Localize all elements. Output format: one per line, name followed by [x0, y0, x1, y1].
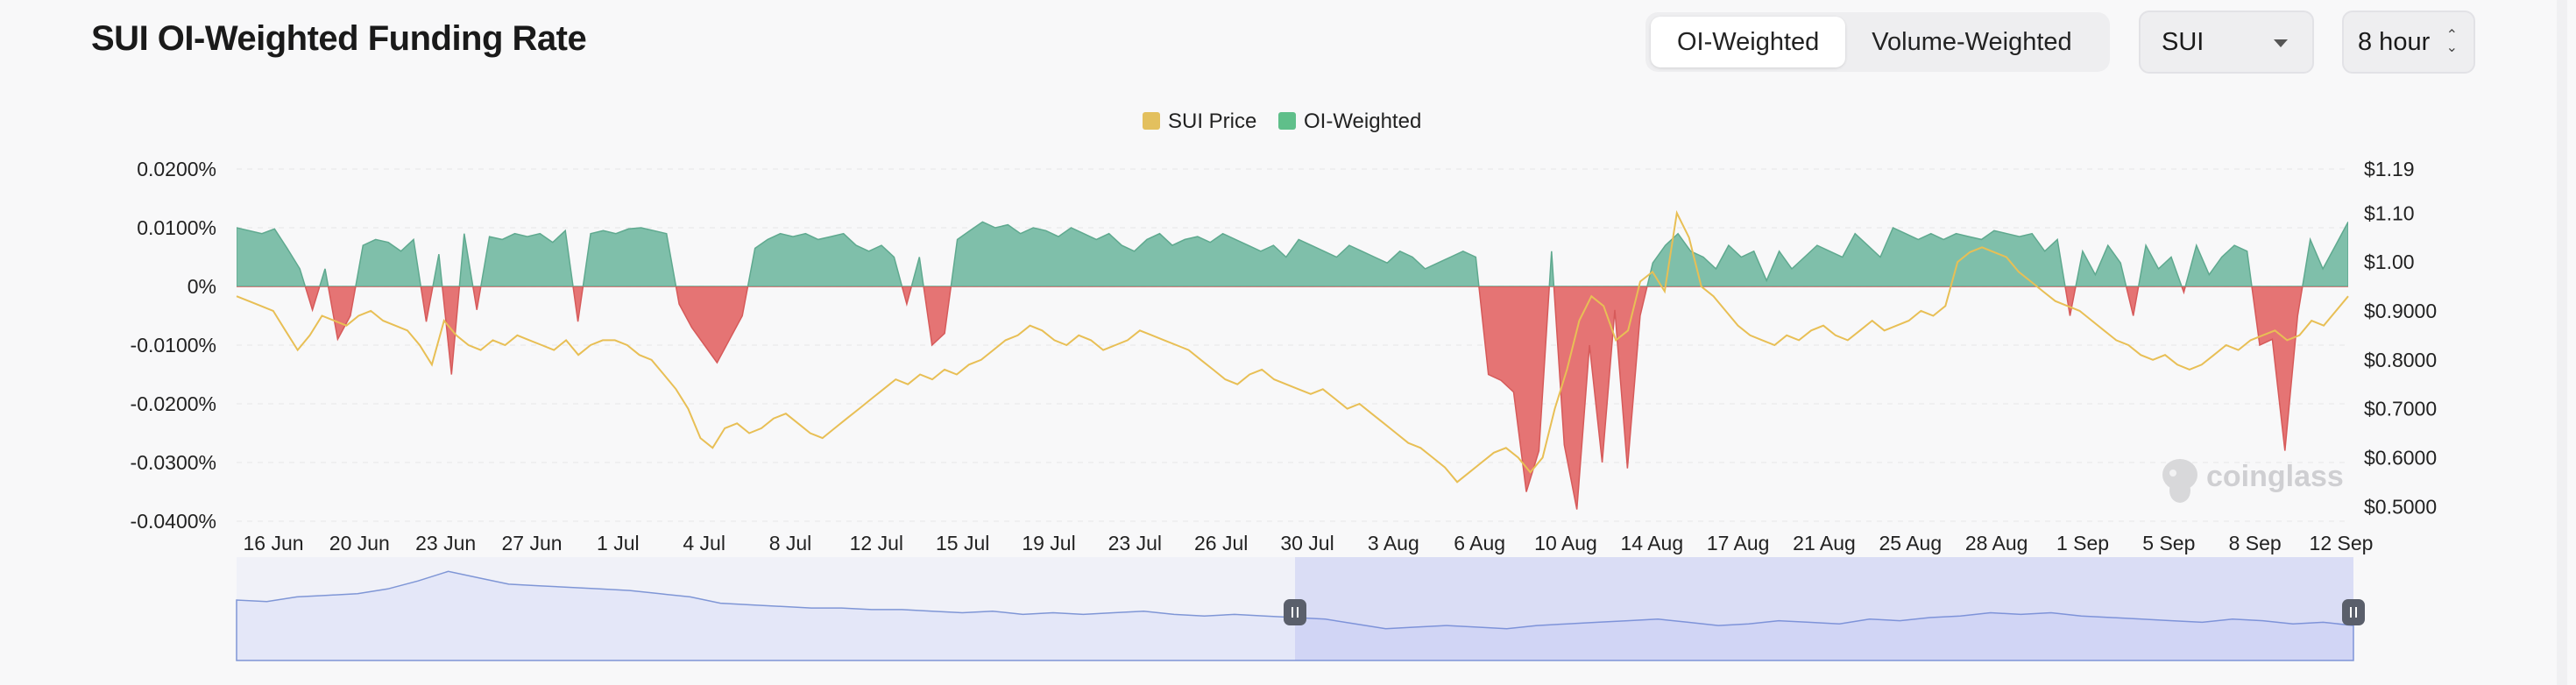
x-tick-label: 6 Aug	[1454, 532, 1505, 554]
coin-select-value: SUI	[2162, 28, 2204, 56]
y-right-tick-label: $1.10	[2364, 201, 2415, 224]
price-layer	[236, 209, 2349, 484]
y-right-tick-label: $0.7000	[2364, 398, 2437, 420]
x-tick-label: 3 Aug	[1368, 532, 1419, 554]
x-tick-label: 28 Aug	[1965, 532, 2028, 554]
navigator-selection	[1295, 557, 2353, 660]
x-tick-label: 1 Jul	[597, 532, 640, 554]
coinglass-logo-icon	[2162, 459, 2197, 503]
x-tick-label: 1 Sep	[2056, 532, 2109, 554]
legend: SUI Price OI-Weighted	[1143, 109, 1421, 133]
x-tick-label: 8 Jul	[769, 532, 812, 554]
range-navigator[interactable]	[236, 557, 2365, 661]
legend-label-sui-price[interactable]: SUI Price	[1168, 109, 1256, 133]
x-tick-label: 15 Jul	[936, 532, 989, 554]
area-layer	[237, 221, 2348, 510]
sui-price-line	[236, 209, 2349, 484]
x-tick-label: 12 Sep	[2310, 532, 2374, 554]
navigator-left-handle[interactable]	[1284, 599, 1306, 625]
navigator-right-handle[interactable]	[2342, 599, 2365, 625]
y-right-tick-label: $1.00	[2364, 251, 2415, 273]
x-tick-label: 19 Jul	[1022, 532, 1075, 554]
x-tick-label: 23 Jun	[415, 532, 476, 554]
chevron-down-icon	[2274, 39, 2288, 47]
y-right-tick-label: $0.5000	[2364, 495, 2437, 518]
x-tick-label: 21 Aug	[1793, 532, 1856, 554]
legend-swatch-oi-weighted	[1278, 112, 1296, 130]
x-tick-label: 10 Aug	[1534, 532, 1597, 554]
oi-weighted-negative-area	[237, 286, 2348, 510]
y-left-tick-label: 0.0100%	[137, 216, 216, 239]
legend-swatch-sui-price	[1143, 112, 1160, 130]
tab-volume-weighted[interactable]: Volume-Weighted	[1872, 28, 2072, 56]
page-title: SUI OI-Weighted Funding Rate	[91, 19, 587, 58]
x-tick-label: 14 Aug	[1621, 532, 1684, 554]
x-tick-label: 23 Jul	[1108, 532, 1162, 554]
y-left-tick-label: -0.0300%	[131, 451, 216, 474]
y-right-tick-label: $0.6000	[2364, 446, 2437, 469]
x-tick-label: 5 Sep	[2142, 532, 2195, 554]
y-left-tick-label: -0.0100%	[131, 334, 216, 357]
axis-layer: 0.0200% 0.0100% 0% -0.0100% -0.0200% -0.0300%…	[131, 158, 2438, 554]
up-down-chevron-icon: ⌃ ⌄	[2445, 28, 2458, 55]
x-tick-label: 17 Aug	[1707, 532, 1770, 554]
grid-layer	[237, 168, 2348, 522]
x-tick-label: 30 Jul	[1280, 532, 1334, 554]
coin-select[interactable]: SUI	[2139, 11, 2314, 74]
x-tick-label: 8 Sep	[2229, 532, 2282, 554]
y-left-tick-label: -0.0200%	[131, 392, 216, 415]
legend-label-oi-weighted[interactable]: OI-Weighted	[1304, 109, 1421, 133]
weighting-toggle: OI-Weighted Volume-Weighted	[1645, 12, 2110, 72]
navigator-series	[236, 570, 2354, 661]
period-select-value: 8 hour	[2358, 28, 2431, 56]
watermark-text: coinglass	[2206, 460, 2344, 493]
period-select[interactable]: 8 hour ⌃ ⌄	[2342, 11, 2475, 74]
y-left-tick-label: 0%	[188, 275, 216, 298]
oi-weighted-positive-area	[237, 221, 2348, 286]
x-tick-label: 25 Aug	[1879, 532, 1943, 554]
x-tick-label: 27 Jun	[501, 532, 562, 554]
tab-oi-weighted[interactable]: OI-Weighted	[1651, 17, 1846, 67]
y-right-tick-label: $0.9000	[2364, 300, 2437, 322]
coinglass-watermark: coinglass	[2162, 459, 2344, 503]
x-tick-label: 16 Jun	[243, 532, 303, 554]
y-right-tick-label: $1.19	[2364, 158, 2415, 180]
y-right-tick-label: $0.8000	[2364, 349, 2437, 371]
y-left-tick-label: 0.0200%	[137, 158, 216, 180]
x-tick-label: 12 Jul	[850, 532, 903, 554]
x-tick-label: 4 Jul	[683, 532, 725, 554]
y-left-tick-label: -0.0400%	[131, 510, 216, 533]
page-scrollbar[interactable]	[2557, 0, 2567, 685]
x-tick-label: 20 Jun	[329, 532, 390, 554]
x-tick-label: 26 Jul	[1194, 532, 1248, 554]
